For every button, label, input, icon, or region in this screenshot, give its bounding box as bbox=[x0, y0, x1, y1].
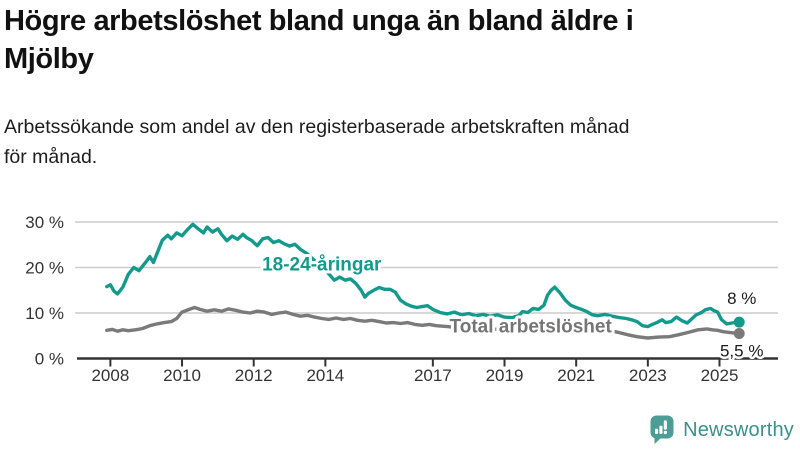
series-end-value-label: 8 % bbox=[727, 289, 756, 308]
x-tick-label: 2021 bbox=[557, 366, 595, 385]
y-tick-label: 10 % bbox=[25, 304, 64, 323]
series-line bbox=[105, 305, 741, 340]
series-end-dot bbox=[733, 316, 745, 328]
y-tick-label: 20 % bbox=[25, 259, 64, 278]
page-title: Högre arbetslöshet bland unga än bland ä… bbox=[4, 2, 796, 78]
series-end-value-label: 5,5 % bbox=[720, 341, 763, 360]
page-title-line2: Mjölby bbox=[4, 43, 94, 75]
series-line bbox=[105, 222, 741, 329]
x-tick-label: 2017 bbox=[414, 366, 452, 385]
x-tick-label: 2023 bbox=[629, 366, 667, 385]
x-tick-label: 2008 bbox=[91, 366, 129, 385]
x-tick-label: 2025 bbox=[701, 366, 739, 385]
series-label: Total arbetslöshet bbox=[450, 317, 613, 338]
x-tick-label: 2014 bbox=[306, 366, 344, 385]
series-label: 18-24-åringar bbox=[262, 254, 382, 275]
newsworthy-logo-text: Newsworthy bbox=[683, 418, 794, 441]
x-tick-label: 2010 bbox=[163, 366, 201, 385]
chart-subtitle-line1: Arbetssökande som andel av den registerb… bbox=[4, 116, 630, 138]
chart-subtitle: Arbetssökande som andel av den registerb… bbox=[4, 112, 796, 172]
series-end-dot bbox=[733, 327, 745, 339]
y-tick-label: 30 % bbox=[25, 213, 64, 232]
x-tick-label: 2019 bbox=[486, 366, 524, 385]
y-tick-label: 0 % bbox=[35, 350, 64, 369]
newsworthy-logo-icon bbox=[650, 415, 674, 444]
page-title-line1: Högre arbetslöshet bland unga än bland ä… bbox=[4, 5, 634, 37]
chart-subtitle-line2: för månad. bbox=[4, 146, 98, 168]
x-tick-label: 2012 bbox=[235, 366, 273, 385]
newsworthy-logo: Newsworthy bbox=[650, 415, 794, 445]
